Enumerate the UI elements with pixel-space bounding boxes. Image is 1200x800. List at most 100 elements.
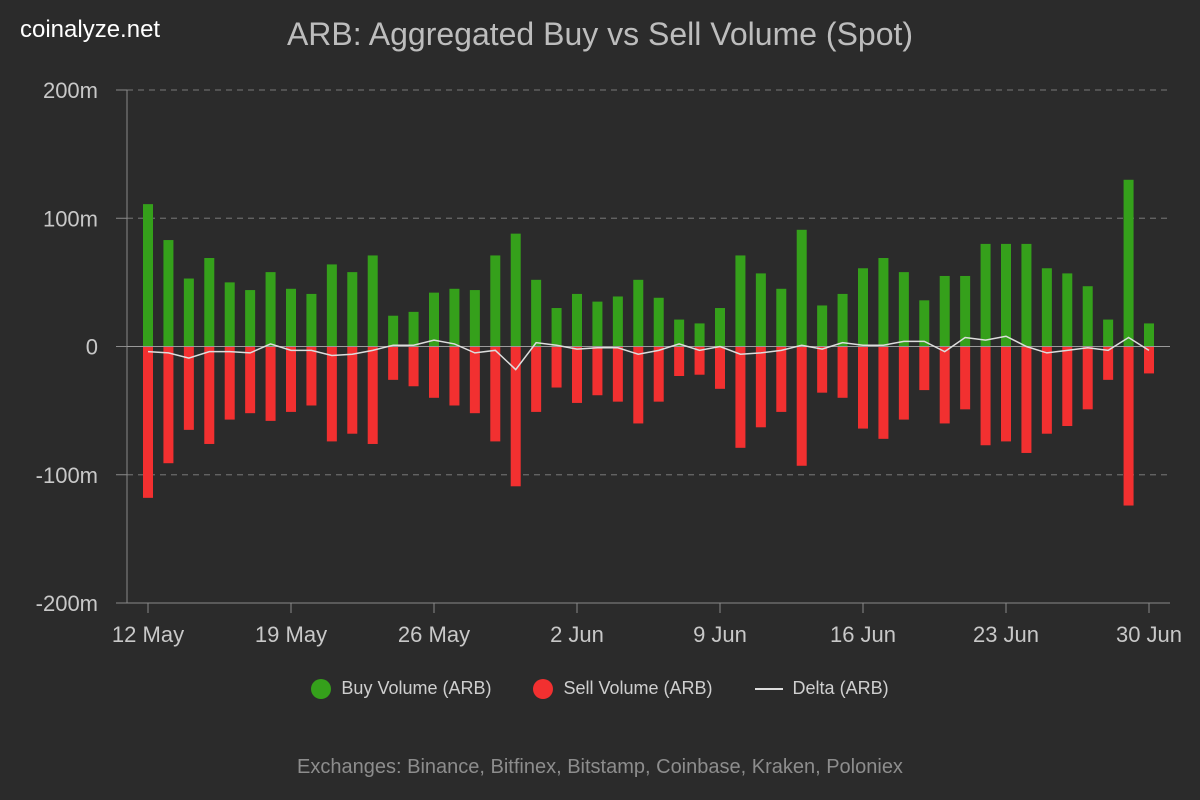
buy-volume-bar [1123, 179, 1134, 347]
buy-volume-bar [960, 275, 971, 347]
buy-volume-bar [245, 290, 256, 347]
sell-volume-bar [878, 346, 889, 439]
sell-volume-bar [265, 346, 276, 421]
buy-volume-bar [551, 308, 562, 347]
x-tick-label: 12 May [112, 622, 184, 647]
sell-volume-bar [572, 346, 582, 403]
y-tick-label: 100m [43, 206, 98, 231]
buy-volume-bar [1082, 286, 1093, 347]
sell-volume-bar [715, 346, 725, 389]
buy-volume-bar [306, 293, 317, 347]
sell-volume-bar [388, 346, 399, 380]
sell-volume-bar [837, 346, 848, 398]
buy-volume-bar [286, 288, 296, 347]
legend-label-buy: Buy Volume (ARB) [341, 678, 492, 698]
x-tick-label: 19 May [255, 622, 327, 647]
sell-volume-bar [898, 346, 909, 420]
buy-volume-bar [449, 288, 460, 347]
buy-volume-bar [715, 308, 725, 347]
sell-volume-bar [510, 346, 521, 487]
buy-volume-bar [531, 279, 542, 347]
sell-volume-bar [286, 346, 296, 412]
sell-volume-bar [204, 346, 215, 444]
sell-volume-bar [367, 346, 378, 444]
buy-volume-bar [204, 258, 215, 347]
legend-label-delta: Delta (ARB) [792, 678, 889, 698]
buy-volume-bar [143, 204, 153, 347]
buy-volume-bar [776, 288, 787, 347]
sell-volume-bar [429, 346, 439, 398]
sell-volume-bar [980, 346, 991, 446]
sell-volume-bar [469, 346, 480, 414]
buy-volume-bar [326, 264, 337, 347]
sell-volume-bar [612, 346, 623, 402]
buy-volume-bar [878, 258, 889, 347]
buy-volume-bar [612, 296, 623, 347]
sell-volume-bar [408, 346, 419, 387]
sell-volume-bar [531, 346, 542, 412]
y-tick-label: 0 [86, 335, 98, 360]
y-tick-label: -100m [36, 463, 98, 488]
sell-swatch-icon [533, 678, 554, 699]
buy-volume-bar [653, 297, 664, 347]
y-tick-label: -200m [36, 591, 98, 616]
sell-volume-bar [245, 346, 256, 414]
sell-volume-bar [183, 346, 194, 430]
x-tick-label: 30 Jun [1116, 622, 1182, 647]
sell-volume-bar [163, 346, 174, 464]
sell-volume-bar [776, 346, 787, 412]
buy-volume-bar [796, 229, 807, 347]
x-tick-label: 16 Jun [830, 622, 896, 647]
sell-volume-bar [224, 346, 235, 420]
legend-label-sell: Sell Volume (ARB) [563, 678, 713, 698]
buy-volume-bar [408, 311, 419, 347]
buy-volume-bar [919, 300, 930, 347]
sell-volume-bar [939, 346, 950, 424]
legend-item-delta[interactable]: Delta (ARB) [754, 678, 889, 699]
sell-volume-bar [755, 346, 766, 428]
sell-volume-bar [306, 346, 317, 406]
sell-volume-bar [817, 346, 828, 393]
x-tick-label: 9 Jun [693, 622, 747, 647]
buy-volume-bar [592, 301, 603, 347]
sell-volume-bar [449, 346, 460, 406]
sell-volume-bar [735, 346, 746, 448]
buy-volume-bar [858, 268, 868, 347]
legend-item-buy[interactable]: Buy Volume (ARB) [311, 678, 491, 699]
buy-volume-bar [735, 255, 746, 347]
sell-volume-bar [1123, 346, 1134, 506]
legend-item-sell[interactable]: Sell Volume (ARB) [533, 678, 713, 699]
sell-volume-bar [143, 346, 153, 498]
buy-volume-bar [1001, 243, 1011, 347]
buy-volume-bar [1041, 268, 1052, 347]
sell-volume-bar [490, 346, 501, 442]
brand-logo-text: coinalyze.net [20, 16, 161, 43]
chart-title: ARB: Aggregated Buy vs Sell Volume (Spot… [286, 16, 914, 52]
buy-volume-bar [388, 315, 399, 347]
sell-volume-bar [858, 346, 868, 429]
buy-volume-bar [510, 233, 521, 347]
sell-volume-bar [694, 346, 705, 375]
exchanges-footer: Exchanges: Binance, Bitfinex, Bitstamp, … [297, 756, 903, 778]
sell-volume-bar [674, 346, 685, 376]
buy-volume-bar [939, 275, 950, 347]
buy-volume-bar [367, 255, 378, 347]
sell-volume-bar [1082, 346, 1093, 410]
buy-volume-bar [469, 290, 480, 347]
buy-volume-bar [837, 293, 848, 347]
buy-volume-bar [755, 273, 766, 347]
buy-volume-bar [163, 240, 174, 347]
sell-volume-bar [326, 346, 337, 442]
sell-volume-bar [1041, 346, 1052, 434]
buy-volume-bar [265, 272, 276, 347]
buy-volume-bar [572, 293, 582, 347]
buy-volume-bar [1062, 273, 1073, 347]
sell-volume-bar [633, 346, 644, 424]
sell-volume-bar [1062, 346, 1073, 427]
buy-volume-bar [224, 282, 235, 347]
x-tick-label: 2 Jun [550, 622, 604, 647]
buy-volume-bar [1021, 243, 1032, 347]
x-tick-label: 26 May [398, 622, 470, 647]
buy-volume-bar [429, 292, 439, 347]
